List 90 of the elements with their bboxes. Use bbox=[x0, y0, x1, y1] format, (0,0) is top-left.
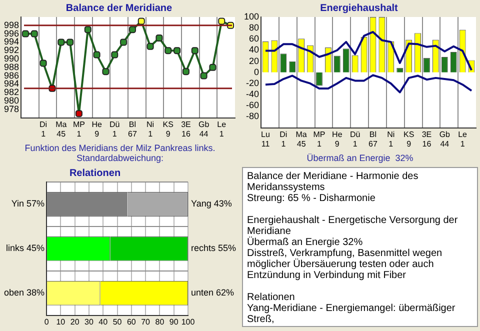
x-tick-label: He 9 bbox=[92, 120, 102, 138]
x-tick-label: Gb 44 bbox=[439, 130, 451, 148]
point bbox=[58, 38, 65, 46]
x-tick-label: He 9 bbox=[332, 130, 343, 148]
point bbox=[75, 110, 82, 118]
x-tick-label: MP 1 bbox=[313, 130, 326, 148]
point bbox=[138, 18, 145, 25]
x-tick-label: 40 bbox=[98, 317, 108, 326]
x-tick-label: Le 1 bbox=[458, 130, 468, 148]
point bbox=[40, 60, 47, 67]
y-tick-label: 982 bbox=[4, 87, 20, 98]
point bbox=[120, 38, 128, 46]
x-tick-label: Ma 45 bbox=[56, 120, 68, 138]
y-tick-label: 20 bbox=[249, 56, 260, 66]
y-tick-label: 0 bbox=[254, 66, 260, 77]
x-tick-label: 3E 16 bbox=[422, 130, 432, 148]
y-tick-label: 986 bbox=[4, 70, 20, 80]
y-tick-label: 978 bbox=[4, 104, 20, 114]
y-tick-label: links 45% bbox=[6, 243, 45, 254]
point bbox=[164, 47, 172, 54]
chart-title: Energiehaushalt bbox=[320, 2, 399, 14]
point bbox=[93, 51, 100, 58]
y-tick-label: 992 bbox=[4, 45, 20, 56]
point bbox=[191, 47, 198, 54]
x-tick-label: Le 1 bbox=[217, 120, 227, 138]
point bbox=[209, 64, 216, 71]
y-tick-label: 60 bbox=[249, 34, 260, 44]
y-tick-label: 100 bbox=[244, 11, 260, 22]
point bbox=[174, 47, 181, 54]
x-tick-label: 80 bbox=[155, 317, 165, 326]
point bbox=[182, 68, 190, 76]
x-tick-label: Ni 1 bbox=[146, 120, 154, 138]
x-tick-label: 3E 16 bbox=[181, 120, 191, 138]
x-tick-label: 20 bbox=[70, 317, 80, 326]
text: Relationen Yang-Meridiane - Energiemangel: übermäßiger Streß, bbox=[247, 292, 456, 325]
y-tick-label: 996 bbox=[4, 28, 20, 38]
x-tick-label: 100 bbox=[181, 317, 196, 326]
point bbox=[156, 34, 163, 42]
y-tick-label: 40 bbox=[249, 44, 260, 55]
point bbox=[146, 42, 154, 50]
text: Funktion des Meridians der Milz Pankreas links. Standardabweichung: bbox=[24, 142, 216, 163]
point bbox=[102, 68, 110, 76]
x-tick-label: 50 bbox=[112, 317, 122, 326]
y-tick-label: 80 bbox=[249, 22, 260, 33]
x-tick-label: KS 9 bbox=[403, 130, 414, 148]
point bbox=[84, 26, 92, 34]
text: Balance der Meridiane - Harmonie des Meridanssystems Streung: 65 % - Disharmonie bbox=[247, 171, 420, 204]
y-tick-label: -20 bbox=[246, 78, 260, 88]
data-label: Yang 43% bbox=[191, 198, 232, 209]
x-tick-label: Bl 67 bbox=[128, 120, 138, 138]
y-tick-label: 980 bbox=[4, 95, 20, 106]
y-tick-label: oben 38% bbox=[4, 288, 45, 298]
point bbox=[128, 26, 136, 34]
point bbox=[111, 51, 118, 58]
y-tick-label: 990 bbox=[4, 53, 20, 64]
y-tick-label: -40 bbox=[246, 89, 260, 100]
y-tick-label: 998 bbox=[4, 20, 20, 30]
point bbox=[30, 30, 38, 38]
data-label: unten 62% bbox=[191, 288, 234, 298]
x-tick-label: MP 1 bbox=[72, 120, 85, 138]
x-tick-label: 10 bbox=[56, 317, 66, 326]
x-tick-label: 90 bbox=[169, 317, 179, 326]
x-tick-label: Dü 1 bbox=[350, 130, 360, 148]
y-tick-label: Yin 57% bbox=[11, 198, 45, 209]
x-tick-label: 60 bbox=[126, 317, 136, 326]
point bbox=[66, 38, 74, 46]
x-tick-label: 30 bbox=[84, 317, 94, 326]
text: Übermaß an Energie 32% bbox=[306, 152, 414, 163]
x-tick-label: Ma 45 bbox=[296, 130, 308, 148]
y-tick-label: -60 bbox=[246, 100, 260, 110]
x-tick-label: Di 1 bbox=[40, 120, 48, 138]
chart-title: Relationen bbox=[69, 168, 121, 179]
x-tick-label: Ni 1 bbox=[387, 130, 395, 148]
x-tick-label: Gb 44 bbox=[198, 120, 210, 138]
y-tick-label: 988 bbox=[4, 62, 20, 72]
point bbox=[218, 18, 226, 25]
x-tick-label: Bl 67 bbox=[368, 130, 378, 148]
y-tick-label: 994 bbox=[4, 36, 20, 47]
text: Energiehaushalt - Energetische Versorgung der Meridiane Übermaß an Energie 32% Disstreß, Verkrampfung, Basenmittel wegen möglicher Übersäuerung testen oder auch Entzündung in Verbindung mit Fiber bbox=[247, 215, 459, 281]
x-tick-label: Di 1 bbox=[280, 130, 288, 148]
point bbox=[22, 30, 29, 38]
y-tick-label: -80 bbox=[246, 111, 260, 122]
x-tick-label: 70 bbox=[141, 317, 151, 326]
point bbox=[200, 72, 208, 80]
data-label: rechts 55% bbox=[191, 243, 236, 254]
chart-title: Balance der Meridiane bbox=[66, 2, 173, 14]
x-tick-label: Lu 11 bbox=[261, 130, 270, 148]
x-tick-label: Dü 1 bbox=[110, 120, 120, 138]
x-tick-label: KS 9 bbox=[162, 120, 174, 138]
y-tick-label: 984 bbox=[4, 78, 20, 89]
